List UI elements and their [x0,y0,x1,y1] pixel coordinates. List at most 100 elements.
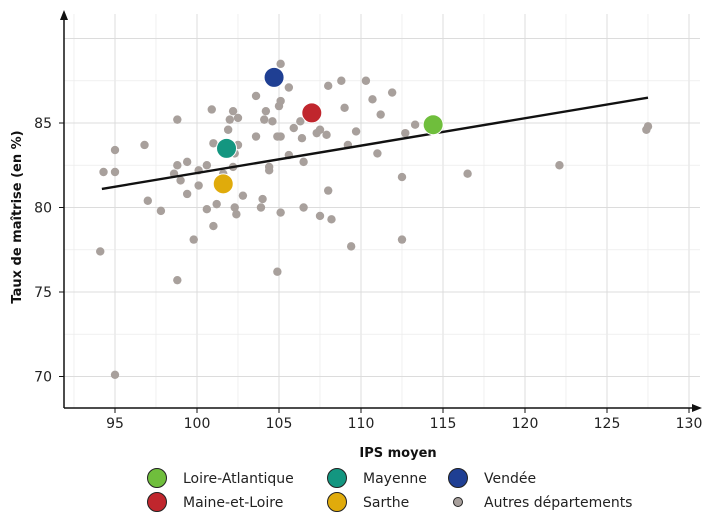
scatter-point-other [324,186,333,195]
scatter-point-other [225,115,234,124]
scatter-point-other [212,199,221,209]
scatter-point-other [202,161,212,170]
scatter-point-other [397,235,407,244]
y-axis-title: Taux de maîtrise (en %) [10,130,25,303]
scatter-point-other [143,196,152,205]
scatter-point-other [238,191,248,200]
scatter-point-other [110,145,120,155]
scatter-point-other [182,189,192,199]
scatter-point-other [140,140,149,150]
scatter-point-other [194,181,203,190]
scatter-point-other [315,211,325,221]
scatter-point-other [209,221,218,231]
scatter-point-other [260,115,269,124]
y-tick-label: 70 [34,370,52,386]
scatter-point-other [233,113,243,123]
scatter-point-other [327,215,336,224]
legend-swatch [327,492,347,512]
scatter-point-other [258,194,267,204]
scatter-point-other [228,106,238,116]
x-tick-label: 110 [348,416,375,432]
legend-item-autres-departements: Autres départements [453,495,632,511]
legend-item-sarthe: Sarthe [327,492,409,512]
scatter-point-other [299,203,308,212]
scatter-point-other [223,125,233,134]
scatter-point-other [276,59,285,69]
scatter-point-other [284,83,294,92]
scatter-point-other [410,120,420,129]
scatter-point-other [110,370,120,380]
scatter-point-other [156,206,166,216]
scatter-point-other [276,96,285,106]
trend-line [101,96,649,191]
scatter-point-other [373,149,382,158]
scatter-point-other [368,95,377,104]
scatter-point-other [230,203,239,212]
scatter-point-other [289,123,298,133]
x-axis-arrow [692,404,702,412]
scatter-point-other [182,157,192,167]
legend-swatch [327,468,347,488]
scatter-point-other [463,169,472,178]
scatter-point-other [346,242,356,251]
scatter-point-other [276,132,285,141]
scatter-point-sarthe [212,173,234,195]
scatter-point-other [296,117,305,126]
scatter-point-other [299,157,308,167]
y-tick-label: 85 [34,116,52,132]
scatter-point-other [340,103,349,112]
scatter-point-other [297,134,307,143]
scatter-point-other [268,117,277,126]
scatter-point-other [256,203,266,212]
scatter-point-other [276,208,285,217]
scatter-point-other [322,130,331,140]
x-tick-label: 105 [266,416,293,432]
scatter-point-mayenne [216,137,238,159]
legend-swatch [147,468,167,488]
scatter-point-other [643,122,653,131]
scatter-point-other [376,110,385,119]
scatter-point-other [337,76,346,85]
scatter-point-other [110,167,120,177]
legend-label: Autres départements [484,495,632,511]
scatter-point-other [251,91,261,101]
scatter-point-other [173,161,182,170]
legend-label: Maine-et-Loire [183,495,283,511]
scatter-point-other [173,115,182,124]
axes [60,10,702,412]
scatter-point-other [202,204,212,214]
legend-item-mayenne: Mayenne [327,468,427,488]
tick-labels: 95 100 105 110 115 120 125 130 70 75 80 85 [34,116,702,432]
scatter-point-other [261,106,271,116]
other-departments-points [96,59,653,380]
scatter-point-loire-atlantique [422,114,444,136]
x-tick-label: 130 [676,416,703,432]
legend-label: Sarthe [363,495,409,511]
y-tick-label: 75 [34,285,52,301]
scatter-point-other [324,81,333,91]
y-tick-label: 80 [34,201,52,217]
x-tick-label: 100 [184,416,211,432]
scatter-point-other [189,235,198,244]
scatter-point-other [351,127,361,136]
legend-swatch [453,497,463,507]
legend-label: Vendée [484,471,536,487]
scatter-point-other [264,166,274,175]
legend-item-vendee: Vendée [448,468,536,488]
scatter-point-other [273,267,282,276]
x-axis-title: IPS moyen [359,446,436,461]
legend-item-loire-atlantique: Loire-Atlantique [147,468,294,488]
scatter-point-other [361,76,371,85]
scatter-point-other [315,125,325,134]
scatter-point-vendee [263,66,285,88]
scatter-point-other [173,275,182,285]
scatter-point-other [387,88,397,97]
y-axis-arrow [60,10,68,20]
trend-line-group [101,96,649,191]
scatter-point-other [555,161,564,170]
legend-label: Loire-Atlantique [183,471,294,487]
scatter-point-other [207,105,216,114]
scatter-point-other [209,139,218,148]
